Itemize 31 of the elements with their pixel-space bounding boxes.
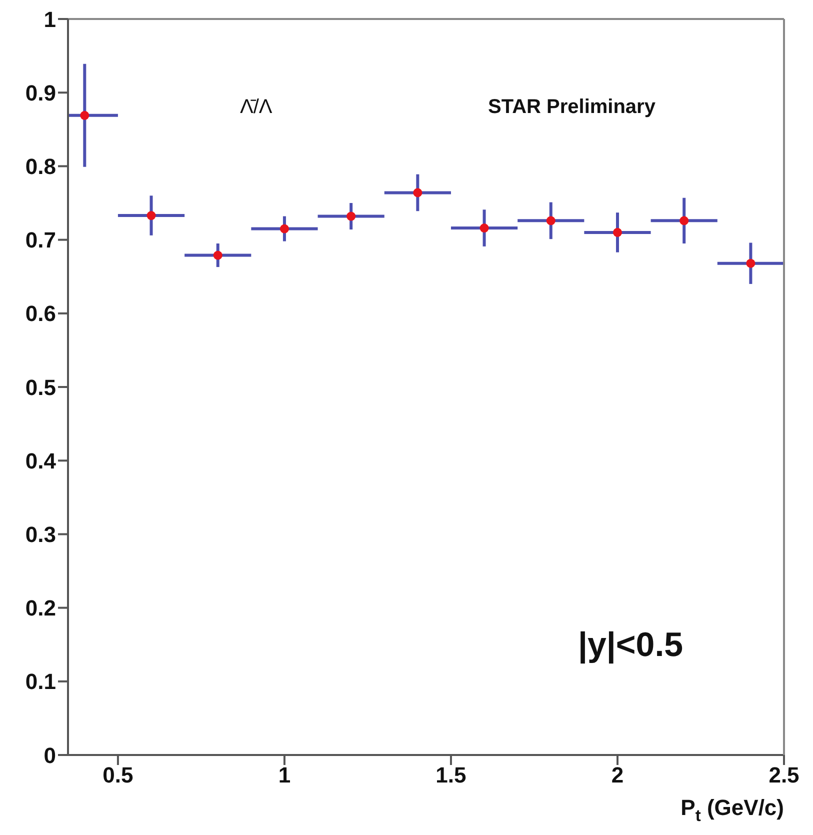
point — [680, 216, 689, 226]
y-tick-label: 0.6 — [25, 301, 56, 326]
point — [546, 216, 556, 226]
y-tick-label: 0.5 — [25, 374, 56, 400]
point — [612, 228, 622, 237]
y-tick-label: 1 — [44, 6, 56, 32]
annotation: |y|<0.5 — [578, 626, 684, 665]
point — [146, 211, 156, 220]
point — [480, 224, 489, 233]
annotation: Λ̄/Λ — [240, 96, 272, 119]
y-tick-label: 0.4 — [25, 448, 57, 474]
x-tick-label: 1 — [278, 762, 291, 788]
x-tick-label: 2 — [611, 762, 624, 788]
y-tick-label: 0 — [44, 742, 56, 768]
y-tick-label: 0.8 — [25, 154, 56, 180]
x-tick-label: 0.5 — [102, 762, 134, 788]
x-axis-title: P$_{t}$ (GeV/c) — [680, 795, 784, 825]
y-tick-label: 0.3 — [25, 522, 56, 548]
y-tick-label: 0.7 — [25, 228, 56, 253]
annotation: STAR Preliminary — [488, 96, 656, 119]
point — [746, 258, 756, 268]
x-tick-label: 1.5 — [436, 762, 466, 788]
x-tick-label: 2.5 — [768, 762, 800, 788]
point — [413, 188, 422, 198]
y-tick-label: 0.1 — [25, 669, 56, 694]
point — [80, 110, 90, 120]
y-tick-label: 0.2 — [25, 596, 56, 621]
y-tick-label: 0.9 — [25, 80, 56, 106]
point — [280, 224, 289, 234]
point — [213, 250, 222, 260]
point — [346, 212, 356, 221]
